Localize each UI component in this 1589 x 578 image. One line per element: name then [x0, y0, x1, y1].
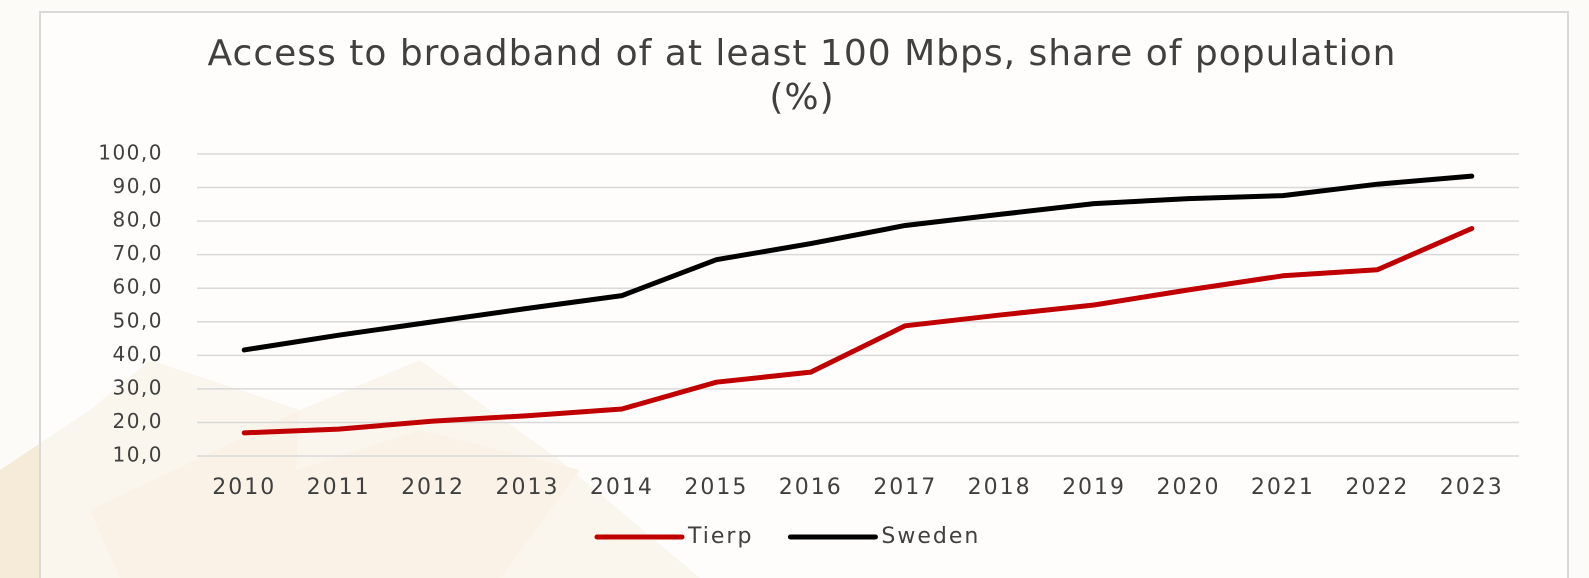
y-tick-label: 20,0: [112, 409, 163, 433]
x-tick-label: 2023: [1440, 475, 1504, 500]
x-tick-label: 2010: [212, 475, 276, 500]
x-tick-label: 2014: [590, 475, 654, 500]
y-tick-label: 60,0: [112, 275, 163, 299]
x-tick-label: 2019: [1062, 475, 1126, 500]
chart-frame: [39, 11, 1569, 578]
y-tick-label: 80,0: [112, 208, 163, 232]
y-tick-label: 40,0: [112, 342, 163, 366]
chart-title: Access to broadband of at least 100 Mbps…: [207, 33, 1397, 118]
x-tick-label: 2012: [401, 475, 465, 500]
x-tick-label: 2020: [1157, 475, 1221, 500]
x-tick-label: 2013: [496, 475, 560, 500]
y-tick-label: 100,0: [98, 141, 163, 165]
y-tick-label: 10,0: [112, 443, 163, 467]
data-line: [241, 225, 1475, 436]
x-tick-label: 2022: [1345, 475, 1409, 500]
data-line: [241, 173, 1475, 353]
x-tick-label: 2017: [873, 475, 937, 500]
x-tick-label: 2015: [684, 475, 748, 500]
x-tick-label: 2016: [779, 475, 843, 500]
x-tick-label: 2021: [1251, 475, 1315, 500]
y-tick-label: 50,0: [112, 308, 163, 332]
legend-label: Tierp: [687, 524, 753, 549]
x-tick-label: 2018: [968, 475, 1032, 500]
y-tick-label: 90,0: [112, 174, 163, 198]
y-tick-label: 30,0: [112, 375, 163, 399]
y-tick-label: 70,0: [112, 241, 163, 265]
x-tick-label: 2011: [307, 475, 371, 500]
legend-label: Sweden: [881, 524, 980, 549]
